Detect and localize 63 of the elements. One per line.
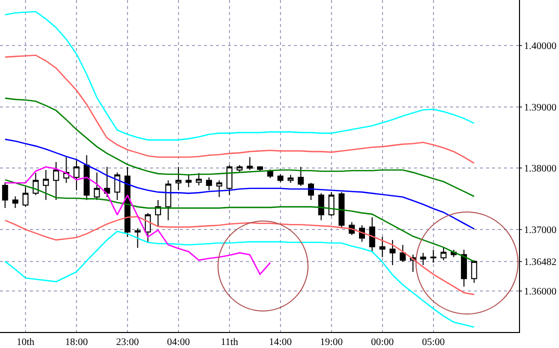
- candlestick: [369, 216, 376, 253]
- line-series: [4, 138, 475, 230]
- line-series: [4, 11, 475, 141]
- candlestick: [277, 174, 284, 183]
- candlestick: [175, 166, 182, 191]
- candlestick: [196, 172, 202, 186]
- candlestick: [390, 239, 396, 266]
- candlestick: [94, 172, 100, 201]
- line-series: [4, 166, 271, 275]
- x-tick-label: 10th: [16, 337, 34, 348]
- x-tick-label: 05:00: [422, 337, 445, 348]
- candlestick: [73, 160, 80, 191]
- candlestick: [22, 186, 28, 208]
- candlestick: [12, 196, 18, 209]
- x-tick-label: 18:00: [65, 337, 88, 348]
- candlestick: [440, 247, 447, 261]
- line-series: [4, 216, 475, 296]
- candlestick: [257, 166, 264, 172]
- candlestick: [114, 172, 120, 201]
- candlestick: [155, 200, 162, 228]
- candlestick: [206, 176, 212, 191]
- candlestick: [165, 180, 172, 221]
- candlestick: [216, 180, 222, 198]
- candlestick: [42, 169, 49, 201]
- candlestick: [460, 249, 467, 288]
- candlestick: [298, 166, 304, 186]
- y-tick-label: 1.36482: [524, 256, 556, 268]
- y-tick-label: 1.37000: [524, 225, 556, 236]
- candlestick: [186, 174, 192, 188]
- candlestick: [379, 236, 386, 258]
- candlestick: [288, 174, 294, 184]
- y-tick-label: 1.38000: [524, 164, 556, 175]
- candlestick: [2, 182, 8, 209]
- candlestick: [420, 252, 426, 266]
- candlestick: [226, 164, 232, 196]
- candlestick: [400, 244, 406, 263]
- candlestick: [328, 192, 334, 217]
- candlestick: [32, 172, 39, 196]
- line-series: [4, 98, 475, 198]
- candlestick: [236, 164, 243, 173]
- x-tick-label: 23:00: [116, 337, 139, 348]
- line-series: [4, 179, 475, 262]
- x-tick-label: 14:00: [269, 337, 292, 348]
- candlestick: [84, 154, 90, 201]
- candlestick: [246, 156, 253, 170]
- y-tick-label: 1.39000: [524, 102, 556, 114]
- x-tick-label: 19:00: [320, 337, 343, 348]
- candlestick: [338, 192, 345, 229]
- x-tick-label: 00:00: [370, 337, 394, 348]
- candlestick: [104, 166, 110, 198]
- candlestick: [134, 228, 141, 248]
- x-tick-label: 04:00: [167, 337, 190, 348]
- y-tick-label: 1.36000: [524, 286, 556, 298]
- candlestick: [471, 260, 478, 284]
- candlestick: [144, 212, 151, 244]
- candlestick: [53, 162, 60, 201]
- candlestick: [318, 192, 324, 221]
- candlestick: [430, 249, 436, 264]
- x-tick-label: 11th: [220, 337, 238, 348]
- candlestick: [308, 182, 314, 201]
- line-series: [4, 230, 475, 328]
- line-series: [4, 54, 475, 164]
- y-tick-label: 1.40000: [524, 40, 556, 52]
